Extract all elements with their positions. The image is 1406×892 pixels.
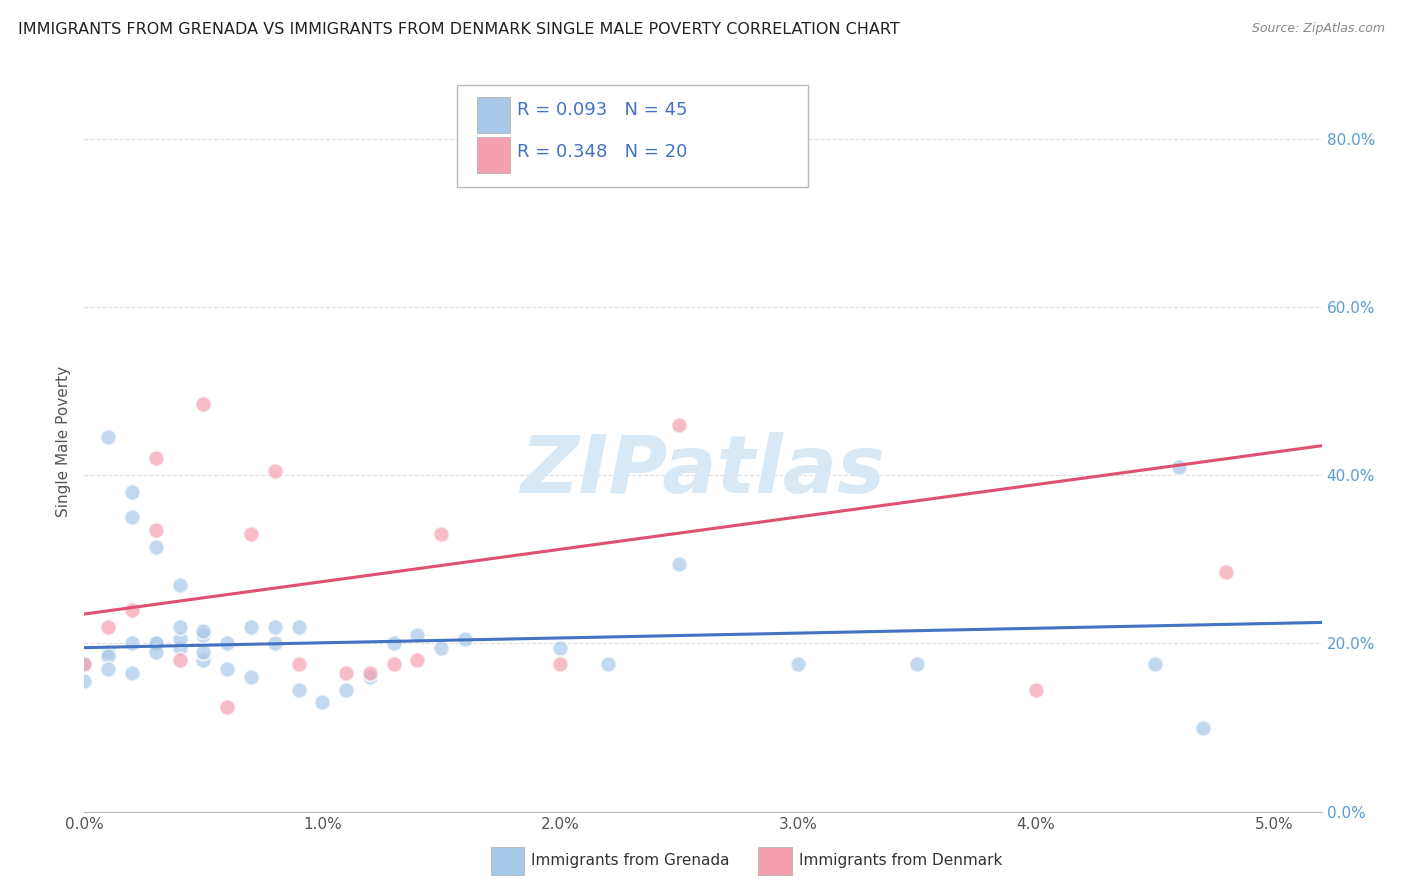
Point [905, 657, 928, 672]
Point [73, 657, 96, 672]
Point [239, 670, 262, 684]
Point [145, 636, 167, 650]
Text: R = 0.348   N = 20: R = 0.348 N = 20 [517, 143, 688, 161]
Point [263, 464, 285, 478]
Point [169, 653, 191, 667]
Point [145, 645, 167, 659]
Point [97, 619, 120, 633]
Y-axis label: Single Male Poverty: Single Male Poverty [56, 366, 72, 517]
Point [1025, 682, 1047, 697]
Point [335, 682, 357, 697]
Point [287, 682, 309, 697]
Point [169, 640, 191, 655]
Text: Source: ZipAtlas.com: Source: ZipAtlas.com [1251, 22, 1385, 36]
Point [239, 527, 262, 541]
Point [145, 523, 167, 537]
Point [97, 649, 120, 664]
Point [263, 636, 285, 650]
Point [145, 636, 167, 650]
Text: ZIPatlas: ZIPatlas [520, 432, 886, 510]
Point [145, 540, 167, 554]
Point [359, 665, 381, 680]
Point [121, 636, 143, 650]
Point [239, 619, 262, 633]
Point [121, 510, 143, 524]
Point [548, 640, 571, 655]
Point [430, 527, 453, 541]
Point [430, 640, 453, 655]
Point [193, 624, 215, 638]
Point [217, 662, 239, 676]
Point [668, 417, 690, 432]
Point [406, 653, 429, 667]
Point [121, 485, 143, 500]
Text: IMMIGRANTS FROM GRENADA VS IMMIGRANTS FROM DENMARK SINGLE MALE POVERTY CORRELATI: IMMIGRANTS FROM GRENADA VS IMMIGRANTS FR… [18, 22, 900, 37]
Point [169, 632, 191, 647]
Point [73, 657, 96, 672]
Point [121, 665, 143, 680]
Point [169, 619, 191, 633]
Point [97, 662, 120, 676]
Point [548, 657, 571, 672]
Point [1215, 565, 1237, 579]
Point [382, 657, 405, 672]
Text: R = 0.093   N = 45: R = 0.093 N = 45 [517, 101, 688, 119]
Point [668, 557, 690, 571]
Point [454, 632, 477, 647]
Point [121, 603, 143, 617]
Point [145, 451, 167, 466]
Point [217, 699, 239, 714]
Text: Immigrants from Denmark: Immigrants from Denmark [799, 854, 1002, 868]
Point [1144, 657, 1167, 672]
Point [382, 636, 405, 650]
Point [1167, 459, 1189, 474]
Point [287, 619, 309, 633]
Point [97, 430, 120, 444]
Point [311, 695, 333, 709]
Point [596, 657, 619, 672]
Text: Immigrants from Grenada: Immigrants from Grenada [531, 854, 730, 868]
Point [335, 665, 357, 680]
Point [787, 657, 810, 672]
Point [193, 397, 215, 411]
Point [73, 674, 96, 689]
Point [359, 670, 381, 684]
Point [193, 645, 215, 659]
Point [169, 577, 191, 591]
Point [97, 645, 120, 659]
Point [193, 628, 215, 642]
Point [1191, 721, 1213, 735]
Point [406, 628, 429, 642]
Point [193, 653, 215, 667]
Point [217, 636, 239, 650]
Point [287, 657, 309, 672]
Point [263, 619, 285, 633]
